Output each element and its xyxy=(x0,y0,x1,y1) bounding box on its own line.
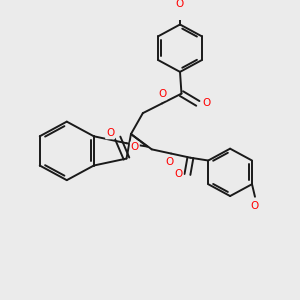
Text: O: O xyxy=(158,89,166,100)
Text: O: O xyxy=(176,0,184,9)
Text: O: O xyxy=(251,201,259,211)
Text: O: O xyxy=(106,128,114,139)
Text: O: O xyxy=(202,98,210,108)
Text: O: O xyxy=(174,169,183,179)
Text: O: O xyxy=(131,142,139,152)
Text: O: O xyxy=(166,158,174,167)
